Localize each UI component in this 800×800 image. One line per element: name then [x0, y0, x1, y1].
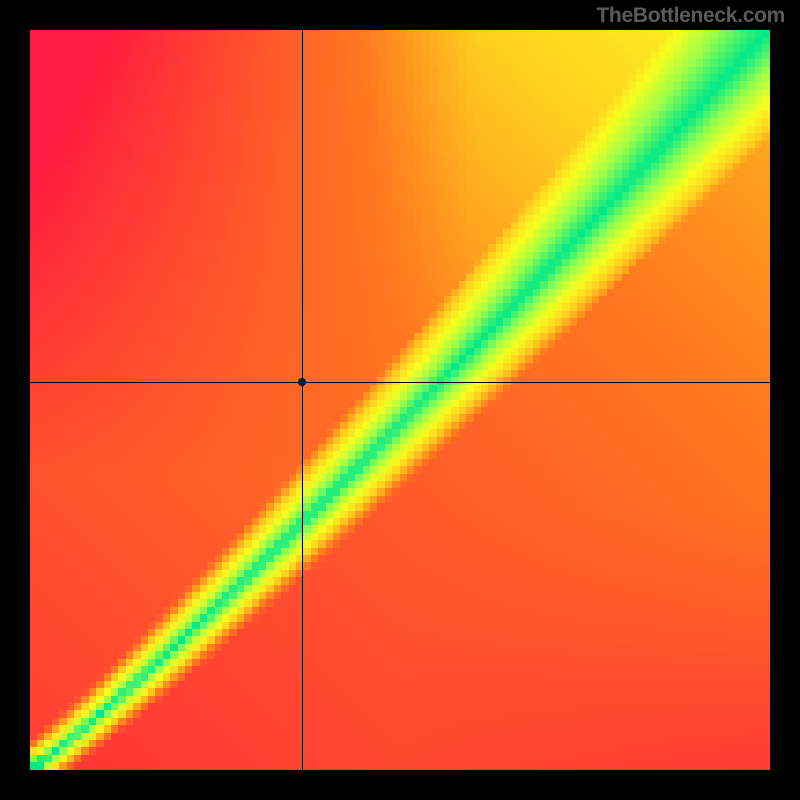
- crosshair-vertical: [302, 30, 303, 770]
- chart-root: { "watermark": { "text": "TheBottleneck.…: [0, 0, 800, 800]
- heatmap-canvas: [30, 30, 770, 770]
- crosshair-horizontal: [30, 382, 770, 383]
- crosshair-marker[interactable]: [298, 378, 306, 386]
- watermark-text: TheBottleneck.com: [596, 4, 785, 28]
- plot-area: [30, 30, 770, 770]
